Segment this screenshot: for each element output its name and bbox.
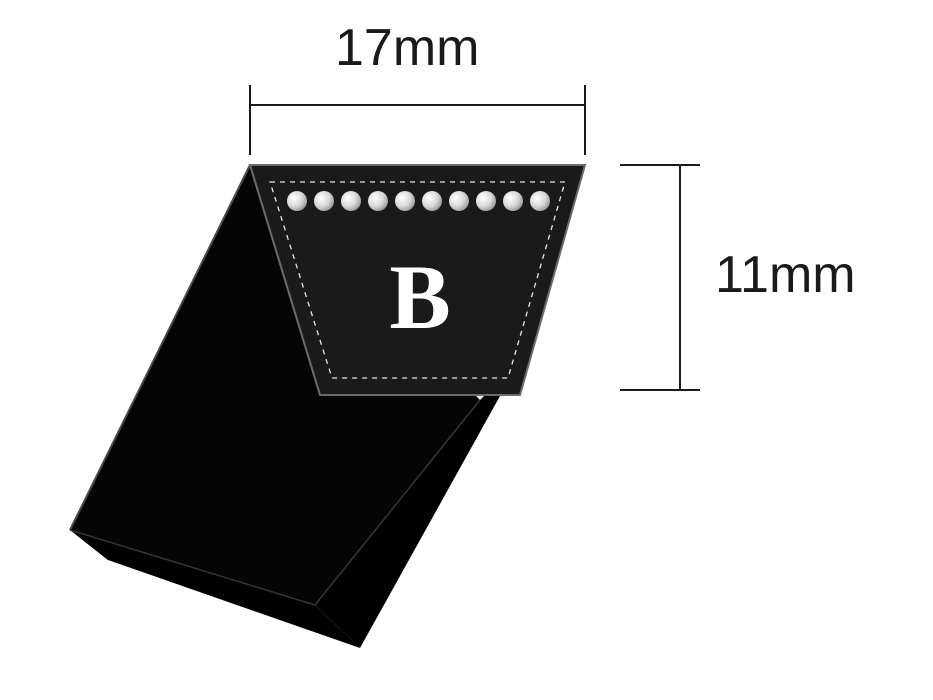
- height-dimension: [620, 165, 700, 390]
- height-label: 11mm: [715, 245, 856, 305]
- width-dimension: [250, 85, 585, 155]
- diagram-container: B 17mm 11mm: [0, 0, 933, 700]
- belt-letter: B: [389, 246, 450, 348]
- width-label: 17mm: [335, 18, 479, 78]
- belt-diagram-svg: B: [0, 0, 933, 700]
